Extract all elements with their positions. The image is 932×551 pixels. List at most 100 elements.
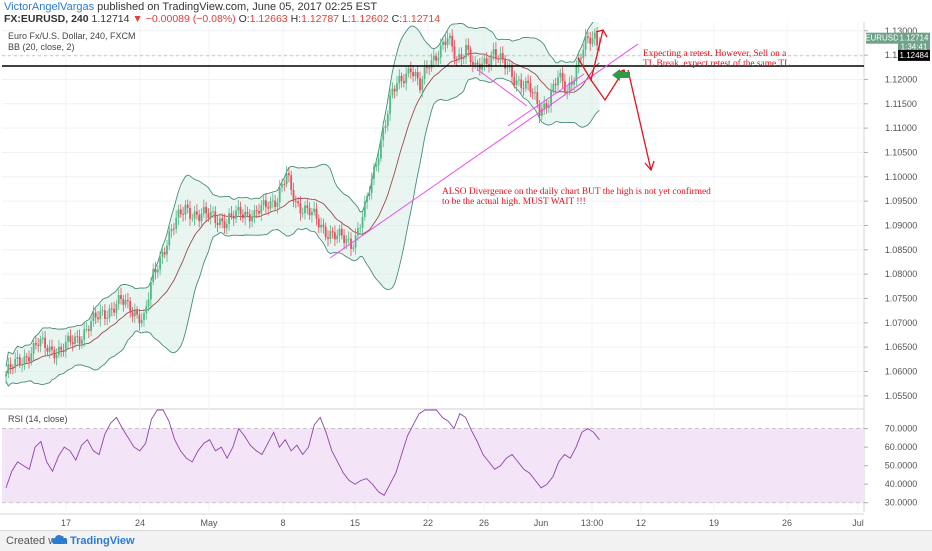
candle-body [340, 228, 343, 236]
bollinger-upper [5, 22, 594, 367]
candle-body [375, 165, 378, 167]
candle-body [306, 205, 309, 209]
candle-body [41, 337, 44, 340]
time-tick-label: 12 [636, 518, 646, 528]
candle-body [113, 308, 115, 313]
candle-body [522, 87, 525, 89]
candle-body [168, 231, 171, 246]
high-label: H: [290, 13, 302, 25]
candle-body [16, 356, 19, 360]
candle-body [175, 217, 178, 229]
time-tick-label: 26 [782, 518, 792, 528]
price-tick-label: 1.09500 [885, 196, 918, 206]
candle-body [21, 364, 23, 366]
chart-canvas[interactable]: Expecting a retest. However, Sell on aTL… [0, 22, 932, 530]
candle-body [327, 237, 329, 239]
candle-body [359, 227, 362, 229]
candle-body [409, 68, 412, 73]
price-tick-label: 1.06500 [885, 342, 918, 352]
candle-body [200, 213, 203, 222]
candle-body [331, 231, 334, 233]
candle-body [262, 200, 265, 206]
candle-body [278, 187, 281, 203]
candle-body [467, 45, 470, 50]
candle-body [225, 223, 228, 229]
candle-body [361, 217, 364, 228]
candle-body [382, 128, 385, 141]
candle-body [554, 83, 557, 86]
candle-body [260, 205, 263, 214]
candle-body [235, 210, 237, 219]
candle-body [407, 68, 410, 74]
candle-body [48, 346, 51, 352]
candle-body [23, 356, 26, 365]
candle-body [534, 92, 536, 94]
candle-body [150, 281, 152, 300]
candle-body [400, 75, 403, 81]
candle-body [106, 317, 109, 319]
candle-body [518, 79, 520, 81]
symbol-tag-bg [866, 32, 898, 44]
publish-line: VictorAngelVargas published on TradingVi… [4, 1, 377, 13]
candle-body [391, 88, 394, 96]
rsi-tick-label: 60.0000 [885, 442, 918, 452]
candle-body [92, 312, 95, 321]
candle-body [276, 202, 279, 207]
candle-body [504, 58, 506, 69]
author-link[interactable]: VictorAngelVargas [4, 1, 95, 13]
candle-body [251, 217, 253, 222]
ohlc-line: FX:EURUSD, 240 1.12714 ▼ −0.00089 (−0.08… [4, 13, 440, 25]
price-tick-label: 1.05500 [885, 391, 918, 401]
candle-body [478, 64, 481, 70]
candle-body [258, 210, 260, 214]
candle-body [370, 178, 373, 193]
time-tick-label: 15 [350, 518, 360, 528]
candle-body [541, 108, 543, 116]
candle-body [281, 184, 283, 188]
down-arrow-icon: ▼ [132, 13, 143, 25]
chart-title: Euro Fx/U.S. Dollar, 240, FXCM [8, 31, 136, 41]
candle-body [182, 214, 184, 215]
candle-body [269, 201, 272, 209]
candle-body [444, 41, 447, 45]
candle-body [524, 80, 527, 89]
candle-body [9, 364, 12, 368]
candle-body [437, 57, 440, 61]
candle-body [115, 304, 118, 313]
candle-body [74, 336, 76, 345]
price-tick-label: 1.10000 [885, 172, 918, 182]
candle-body [120, 295, 122, 300]
candle-body [587, 36, 589, 38]
rsi-line [5, 409, 600, 496]
candle-body [39, 339, 42, 346]
low-value: 1.12602 [350, 13, 389, 25]
time-tick-label: 13:00 [581, 518, 604, 528]
inner-trend-line [507, 73, 585, 127]
time-tick-label: 26 [479, 518, 489, 528]
candle-body [193, 211, 196, 219]
candle-body [495, 49, 497, 59]
candle-body [380, 140, 382, 159]
bar-countdown: 1:34:41 [901, 43, 928, 52]
candle-body [593, 32, 596, 39]
symbol-tag: EURUSD [865, 34, 899, 43]
candle-body [147, 299, 150, 307]
candle-body [69, 335, 72, 343]
candle-body [322, 224, 325, 227]
rsi-tick-label: 50.0000 [885, 461, 918, 471]
candle-body [71, 342, 74, 345]
candle-body [366, 196, 368, 203]
candle-body [543, 103, 546, 109]
candle-body [488, 64, 490, 66]
candle-body [357, 228, 359, 236]
tradingview-brand[interactable]: TradingView [70, 535, 135, 547]
candle-body [589, 37, 592, 44]
candle-body [196, 211, 198, 215]
candle-body [124, 300, 127, 305]
candle-body [108, 308, 111, 318]
candle-body [347, 238, 350, 240]
candle-body [248, 213, 251, 222]
level-tag-bg [898, 49, 930, 61]
level-tag: 1.12484 [900, 51, 929, 60]
candle-body [117, 295, 120, 305]
